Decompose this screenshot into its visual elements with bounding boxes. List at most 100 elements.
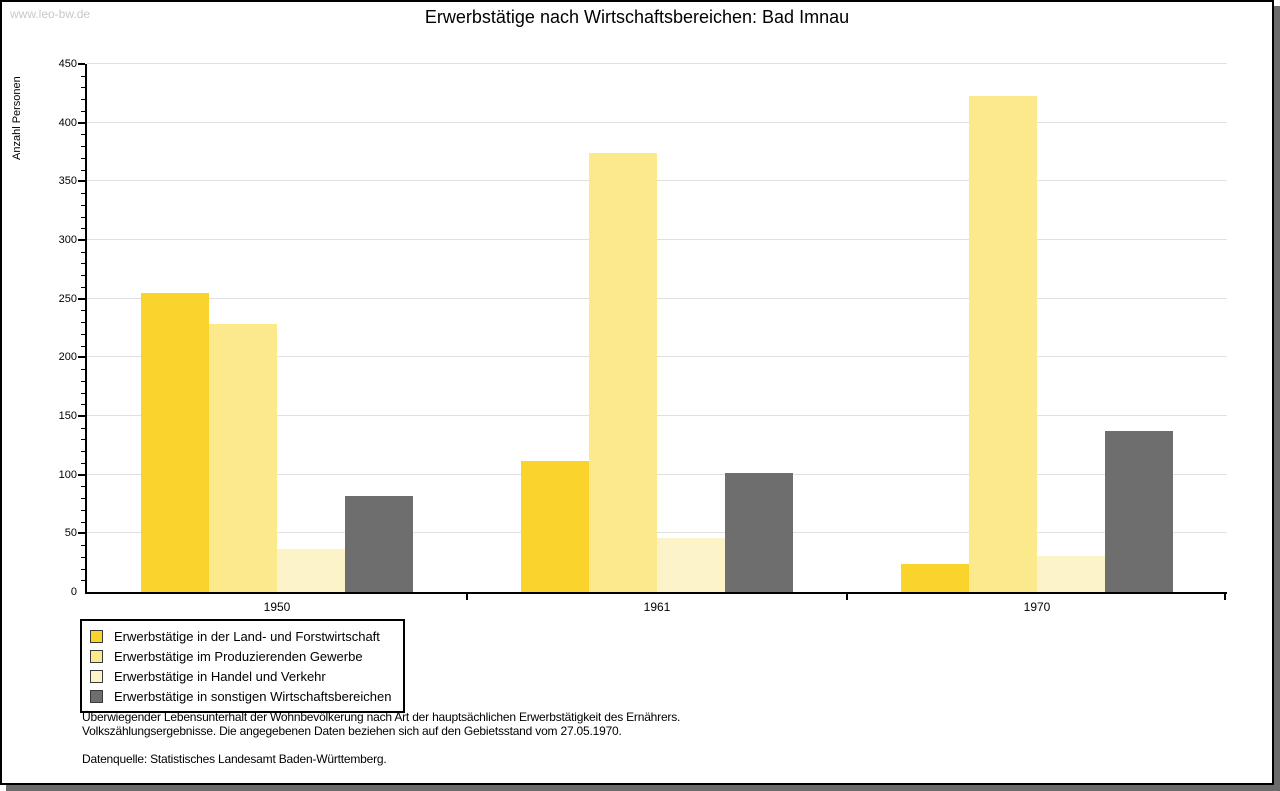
y-axis-tick-label: 0: [70, 586, 77, 598]
x-axis-tick: [846, 592, 848, 600]
y-axis-minor-tick: [81, 99, 85, 101]
bar: [345, 496, 413, 592]
y-axis-minor-tick: [81, 380, 85, 382]
y-axis-minor-tick: [81, 556, 85, 558]
legend-label: Erwerbstätige im Produzierenden Gewerbe: [114, 648, 363, 664]
gridline: [87, 63, 1227, 64]
gridline: [87, 239, 1227, 240]
y-axis-minor-tick: [81, 87, 85, 89]
bar: [725, 473, 793, 592]
footnote-line-2: Volkszählungsergebnisse. Die angegebenen…: [82, 723, 622, 738]
y-axis-major-tick: [78, 473, 85, 476]
bar: [1105, 431, 1173, 592]
legend-item: Erwerbstätige in Handel und Verkehr: [90, 666, 391, 686]
y-axis-minor-tick: [81, 169, 85, 171]
gridline: [87, 415, 1227, 416]
y-axis-major-tick: [78, 297, 85, 300]
legend-label: Erwerbstätige in sonstigen Wirtschaftsbe…: [114, 688, 392, 704]
watermark: www.leo-bw.de: [10, 7, 91, 21]
legend-swatch: [90, 649, 103, 663]
bar: [277, 549, 345, 592]
y-axis-major-tick: [78, 356, 85, 359]
y-axis-minor-tick: [81, 263, 85, 265]
legend-item: Erwerbstätige in der Land- und Forstwirt…: [90, 626, 391, 646]
y-axis-minor-tick: [81, 110, 85, 112]
y-axis-minor-tick: [81, 228, 85, 230]
legend-label: Erwerbstätige in der Land- und Forstwirt…: [114, 628, 380, 644]
gridline: [87, 121, 1227, 123]
y-axis-tick-label: 50: [64, 527, 77, 540]
y-axis-tick-label: 100: [58, 468, 77, 481]
y-axis-minor-tick: [81, 146, 85, 148]
y-axis-minor-tick: [81, 345, 85, 347]
y-axis-minor-tick: [81, 462, 85, 464]
y-axis-major-tick: [78, 121, 85, 124]
chart-title: Erwerbstätige nach Wirtschaftsbereichen:…: [424, 7, 850, 27]
y-axis-minor-tick: [81, 439, 85, 441]
y-axis-minor-tick: [81, 427, 85, 429]
y-axis-tick-label: 450: [58, 58, 77, 70]
y-axis-label: Anzahl Personen: [11, 76, 23, 160]
y-axis-minor-tick: [81, 75, 85, 77]
gridline: [87, 180, 1227, 182]
gridline: [87, 532, 1227, 534]
y-axis-major-tick: [78, 63, 85, 65]
y-axis-tick-label: 300: [58, 234, 77, 246]
y-axis-minor-tick: [81, 545, 85, 547]
bar: [1037, 556, 1105, 592]
y-axis-minor-tick: [81, 333, 85, 335]
x-axis-tick-label: 1961: [643, 600, 671, 614]
x-axis-tick-label: 1970: [1023, 600, 1051, 614]
bar: [141, 293, 209, 592]
y-axis-tick-label: 200: [58, 351, 77, 364]
source-note: Datenquelle: Statistisches Landesamt Bad…: [82, 752, 387, 766]
x-axis-tick: [466, 592, 468, 600]
legend-swatch: [90, 629, 103, 643]
gridline: [87, 356, 1227, 358]
y-axis-minor-tick: [81, 580, 85, 582]
x-axis-tick: [1224, 592, 1226, 600]
y-axis-minor-tick: [81, 204, 85, 206]
bar: [209, 324, 277, 592]
y-axis-minor-tick: [81, 568, 85, 570]
y-axis-major-tick: [78, 532, 85, 535]
footnote-line-1: Überwiegender Lebensunterhalt der Wohnbe…: [82, 710, 681, 724]
y-axis-minor-tick: [81, 451, 85, 453]
y-axis-minor-tick: [81, 322, 85, 324]
legend: Erwerbstätige in der Land- und Forstwirt…: [80, 619, 406, 713]
y-axis-minor-tick: [81, 216, 85, 218]
bar: [901, 564, 969, 592]
y-axis-minor-tick: [81, 498, 85, 500]
y-axis-minor-tick: [81, 134, 85, 136]
y-axis-tick-label: 400: [58, 116, 77, 129]
y-axis-minor-tick: [81, 286, 85, 288]
legend-item: Erwerbstätige im Produzierenden Gewerbe: [90, 646, 391, 666]
y-axis-tick-label: 350: [58, 175, 77, 188]
y-axis-minor-tick: [81, 275, 85, 277]
x-axis-tick-label: 1950: [263, 600, 291, 614]
y-axis-minor-tick: [81, 392, 85, 394]
gridline: [87, 473, 1227, 475]
y-axis-major-tick: [78, 239, 85, 241]
y-axis-minor-tick: [81, 369, 85, 371]
bar: [969, 96, 1037, 592]
y-axis-minor-tick: [81, 404, 85, 406]
y-axis-minor-tick: [81, 251, 85, 253]
y-axis-tick-label: 250: [58, 292, 77, 305]
y-axis-minor-tick: [81, 509, 85, 511]
plot-area: 0 50 100 150 200 250 300 350 400 450 1950 1961 1970: [59, 58, 1227, 614]
y-axis-minor-tick: [81, 157, 85, 159]
y-axis-minor-tick: [81, 310, 85, 312]
bar: [521, 461, 589, 592]
y-axis-minor-tick: [81, 193, 85, 195]
y-axis-major-tick: [78, 180, 85, 183]
legend-label: Erwerbstätige in Handel und Verkehr: [114, 668, 326, 684]
y-axis-tick-label: 150: [58, 410, 77, 422]
y-axis-minor-tick: [81, 521, 85, 523]
bar: [657, 538, 725, 592]
legend-item: Erwerbstätige in sonstigen Wirtschaftsbe…: [90, 686, 391, 706]
gridline: [87, 297, 1227, 299]
legend-swatch: [90, 669, 103, 683]
y-axis-major-tick: [78, 415, 85, 417]
